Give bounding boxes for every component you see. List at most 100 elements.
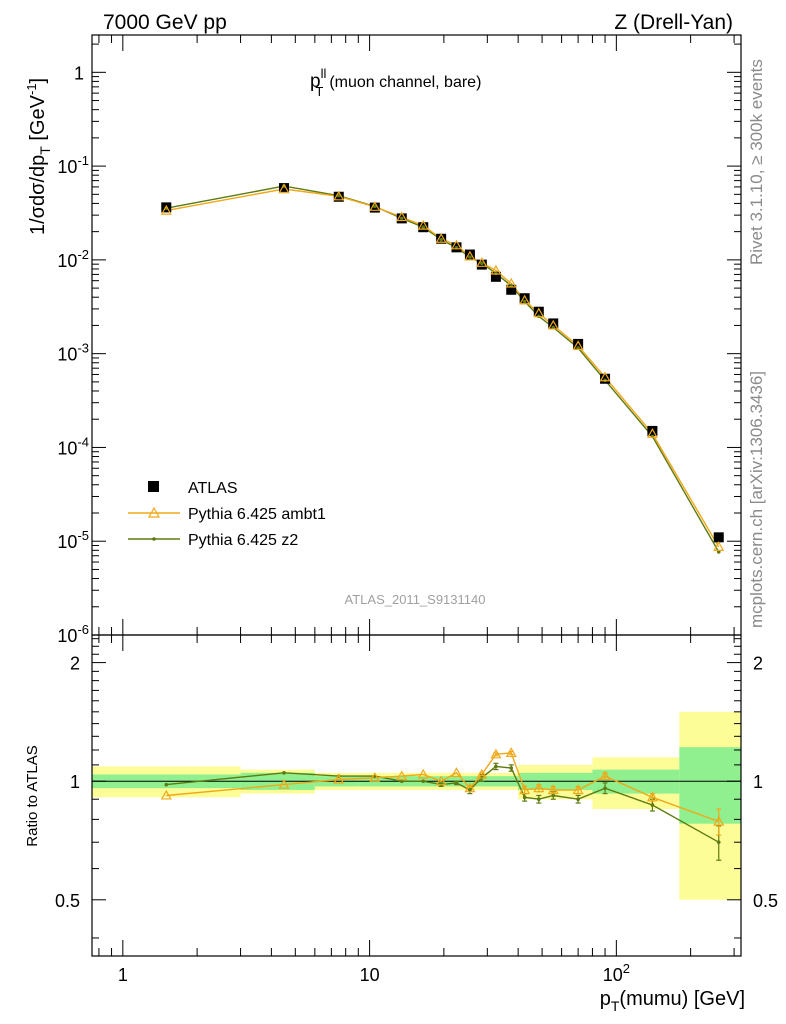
data-point-z2 [439,237,443,242]
data-point-z2 [399,216,404,221]
ratio-y-tick-label-right: 1 [753,772,763,792]
ratio-point-z2 [509,766,514,770]
ratio-point-ambt1 [599,770,611,781]
ratio-y-tick-label: 1 [70,772,80,792]
ratio-point-ambt1 [572,784,584,795]
data-point-atlas [647,425,658,436]
data-point-ambt1 [464,250,476,261]
data-point-z2 [421,225,426,230]
ratio-point-z2 [421,779,426,783]
legend-marker-ambt1 [147,506,161,518]
ratio-plot-content [92,711,741,900]
ratio-point-z2 [399,779,404,783]
data-point-ambt1 [713,541,725,551]
ratio-point-z2 [468,788,472,792]
rivet-label: Rivet 3.1.10, ≥ 300k events [747,59,766,265]
plot-title: pll T(muon channel, bare) [310,66,481,99]
x-tick-label: 1 [118,965,128,985]
ratio-point-ambt1 [464,782,476,793]
ratio-point-ambt1 [533,782,545,793]
uncertainty-band-green [679,747,741,824]
main-y-tick-label: 10-2 [57,247,89,271]
ratio-axes: 0.5 0.5 1 1 2 2 1 10 102 [55,635,778,985]
ratio-point-ambt1 [519,784,531,795]
ratio-point-z2 [164,782,169,787]
ratio-point-z2 [522,795,527,800]
ratio-plot-frame [91,634,742,957]
data-point-ambt1 [505,277,517,288]
data-point-ambt1 [519,294,531,305]
ratio-point-z2 [716,840,721,845]
data-point-atlas [519,293,530,304]
ratio-y-tick-label: 0.5 [55,891,80,911]
data-point-ambt1 [450,239,463,250]
analysis-watermark: ATLAS_2011_S9131140 [345,592,486,607]
ratio-y-axis-label: Ratio to ATLAS [24,745,41,846]
main-y-tick-label: 10-3 [57,341,89,365]
ratio-plot-panel: 0.5 0.5 1 1 2 2 1 10 102 Ratio to ATLAS pT(mumu)… [24,634,778,1014]
ratio-y-tick-label-right: 0.5 [753,891,778,911]
main-y-tick-label: 10-6 [57,622,89,646]
ratio-y-tick-label-right: 2 [753,654,763,674]
data-point-atlas [279,183,290,194]
ratio-point-ambt1 [646,791,658,802]
ratio-point-z2 [551,793,556,798]
data-point-ambt1 [417,219,429,230]
main-y-tick-label: 1 [74,63,84,83]
data-point-ambt1 [333,190,345,201]
data-point-z2 [468,255,472,259]
ratio-point-z2 [537,797,541,802]
mcplots-label: mcplots.cern.ch [arXiv:1306.3436] [747,371,766,628]
ratio-point-ambt1 [490,748,502,759]
main-plot-content [160,183,725,554]
ratio-point-ambt1 [450,767,463,777]
main-y-tick-label: 10-5 [57,528,89,552]
ratio-point-ambt1 [396,770,408,781]
data-point-atlas [533,306,544,317]
data-point-atlas [573,338,584,349]
x-tick-label: 102 [603,961,630,985]
ratio-point-ambt1 [369,772,381,782]
data-point-ambt1 [646,428,658,438]
main-plot-panel: 10-6 10-5 10-4 10-3 10-2 10-1 1 pll T(muon chan… [24,34,742,646]
data-point-ambt1 [396,211,408,222]
ratio-point-ambt1 [476,768,488,779]
legend-marker-atlas [148,481,159,492]
header-right: Z (Drell-Yan) [614,11,733,34]
ratio-point-z2 [603,786,607,790]
header-left: 7000 GeV pp [103,11,227,34]
data-point-ambt1 [435,233,447,243]
main-axes: 10-6 10-5 10-4 10-3 10-2 10-1 1 [57,35,741,646]
data-point-atlas [490,271,501,282]
data-point-z2 [480,261,484,266]
x-tick-label: 10 [360,965,380,985]
ratio-point-ambt1 [713,815,725,826]
ratio-point-ambt1 [547,784,559,795]
ratio-point-ambt1 [505,747,517,757]
data-point-atlas [464,249,475,260]
data-point-ambt1 [572,340,584,350]
ratio-point-z2 [454,781,459,785]
legend-label: ATLAS [188,480,238,497]
ratio-point-z2 [650,803,655,807]
data-point-ambt1 [599,371,611,382]
data-point-ambt1 [547,319,559,330]
legend: ATLAS Pythia 6.425 ambt1 Pythia 6.425 z2 [128,480,326,549]
ratio-point-ambt1 [435,775,447,786]
ratio-point-ambt1 [333,773,345,784]
data-point-z2 [336,193,341,198]
data-point-ambt1 [278,183,290,194]
data-point-atlas [506,284,517,295]
ratio-point-z2 [282,771,286,775]
x-axis-label: pT(mumu) [GeV] [600,988,745,1014]
ratio-point-ambt1 [278,778,290,789]
data-point-atlas [713,532,724,543]
data-point-atlas [548,318,559,329]
data-point-ambt1 [476,257,488,267]
legend-label: Pythia 6.425 ambt1 [188,506,326,523]
ratio-point-ambt1 [160,789,172,800]
ratio-point-z2 [576,797,580,802]
data-point-ambt1 [490,264,502,275]
data-point-z2 [522,299,527,304]
